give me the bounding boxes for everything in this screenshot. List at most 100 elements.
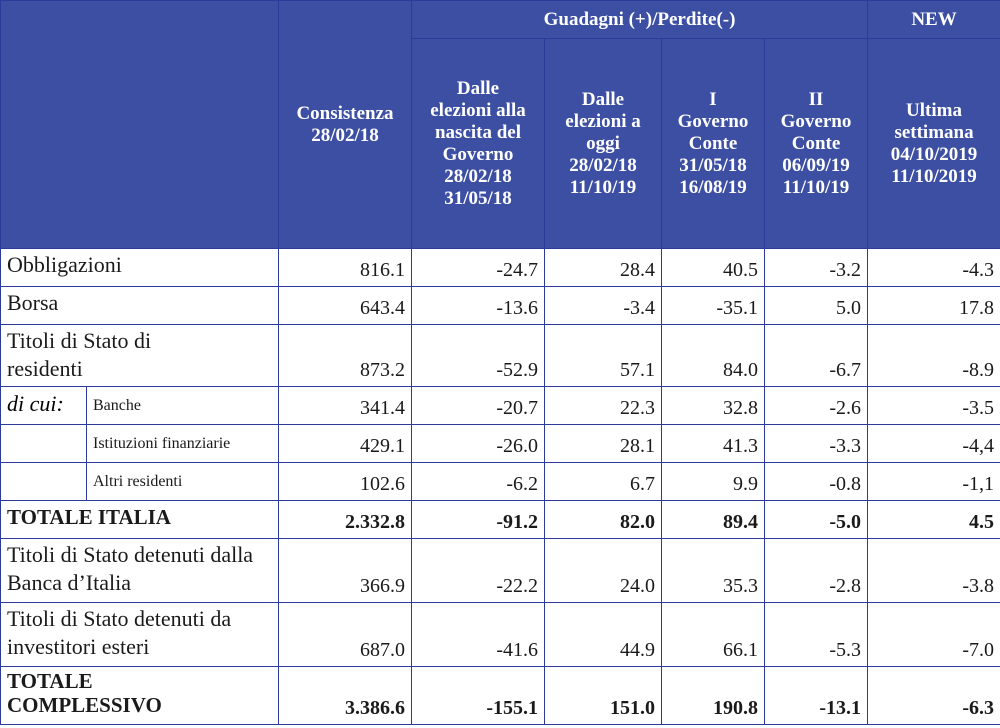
cell-value: -7.0 [867,602,1000,667]
cell-value: -6.7 [763,324,869,387]
header-line: Consistenza [296,102,394,124]
header-group-gains: Guadagni (+)/Perdite(-) [410,0,869,39]
row-label: Istituzioni finanziarie [86,424,279,463]
row-label: Titoli di Stato detenuti da investitori … [0,602,279,667]
header-line: I [709,88,717,110]
cell-value: 643.4 [278,286,412,325]
cell-value: 3.386.6 [278,666,412,725]
header-line: Governo [677,110,749,132]
cell-value: 6.7 [544,462,662,501]
cell-value: -155.1 [411,666,545,725]
table-row: Obbligazioni 816.1 -24.7 28.4 40.5 -3.2 … [0,248,1000,287]
header-line: 11/10/2019 [891,165,977,187]
table-row: Istituzioni finanziarie 429.1 -26.0 28.1… [0,424,1000,463]
cell-value: 28.1 [544,424,662,463]
cell-value: 102.6 [278,462,412,501]
cell-value: 341.4 [278,386,412,425]
row-prefix-empty [0,462,87,501]
header-line: 04/10/2019 [890,143,978,165]
cell-value: -3.8 [867,538,1000,603]
cell-value: 57.1 [544,324,662,387]
row-label: Titoli di Stato detenuti dalla Banca d’I… [0,538,279,603]
table-row: Titoli di Stato di residenti 873.2 -52.9… [0,324,1000,387]
header-corner [0,0,279,249]
cell-value: -3.5 [867,386,1000,425]
cell-value: 873.2 [278,324,412,387]
header-line: Ultima [906,99,962,121]
cell-value: 2.332.8 [278,500,412,539]
cell-value: -3.4 [544,286,662,325]
cell-value: -5.0 [763,500,869,539]
header-line: 11/10/19 [569,176,637,198]
cell-value: 429.1 [278,424,412,463]
cell-value: 32.8 [661,386,765,425]
cell-value: 5.0 [763,286,869,325]
cell-value: 4.5 [867,500,1000,539]
cell-value: -26.0 [411,424,545,463]
cell-value: 28.4 [544,248,662,287]
cell-value: -3.2 [763,248,869,287]
cell-value: 9.9 [661,462,765,501]
header-col-elezioni-nascita: Dalle elezioni alla nascita del Governo 28/0… [411,38,545,249]
cell-value: 816.1 [278,248,412,287]
cell-value: -2.8 [763,538,869,603]
cell-value: 687.0 [278,602,412,667]
row-label: Altri residenti [86,462,279,501]
header-col-governo-conte-2: II Governo Conte 06/09/19 11/10/19 [763,38,869,249]
cell-value: 17.8 [867,286,1000,325]
row-prefix-empty [0,424,87,463]
header-line: Conte [688,132,738,154]
cell-value: -5.3 [763,602,869,667]
header-line: 16/08/19 [679,176,747,198]
header-group-new: NEW [867,0,1000,39]
row-label: TOTALE COMPLESSIVO [0,666,279,725]
cell-value: 22.3 [544,386,662,425]
row-label: Obbligazioni [0,248,279,287]
cell-value: -0.8 [763,462,869,501]
table-row: Titoli di Stato detenuti da investitori … [0,602,1000,667]
header-line: 28/02/18 [444,165,512,187]
header-line: II [808,88,824,110]
row-label: Borsa [0,286,279,325]
header-line: 31/05/18 [444,187,512,209]
cell-value: -4,4 [867,424,1000,463]
cell-value: -41.6 [411,602,545,667]
table-row-total: TOTALE ITALIA 2.332.8 -91.2 82.0 89.4 -5… [0,500,1000,539]
cell-value: 41.3 [661,424,765,463]
cell-value: -13.6 [411,286,545,325]
header-line: 11/10/19 [782,176,850,198]
table-row: di cui: Banche 341.4 -20.7 22.3 32.8 -2.… [0,386,1000,425]
header-line: Conte [791,132,841,154]
header-line: 06/09/19 [782,154,850,176]
header-line: nascita del [434,121,522,143]
cell-value: -4.3 [867,248,1000,287]
cell-value: -24.7 [411,248,545,287]
cell-value: -13.1 [763,666,869,725]
cell-value: 24.0 [544,538,662,603]
cell-value: 190.8 [661,666,765,725]
cell-value: -8.9 [867,324,1000,387]
header-line: 28/02/18 [569,154,637,176]
cell-value: -3.3 [763,424,869,463]
cell-value: 40.5 [661,248,765,287]
cell-value: 35.3 [661,538,765,603]
cell-value: -1,1 [867,462,1000,501]
cell-value: -22.2 [411,538,545,603]
header-line: Governo [442,143,514,165]
cell-value: 151.0 [544,666,662,725]
cell-value: 82.0 [544,500,662,539]
row-label: Banche [86,386,279,425]
cell-value: 366.9 [278,538,412,603]
header-line: oggi [586,132,620,154]
header-line: 28/02/18 [311,124,379,146]
cell-value: 84.0 [661,324,765,387]
cell-value: -52.9 [411,324,545,387]
table-row: Altri residenti 102.6 -6.2 6.7 9.9 -0.8 … [0,462,1000,501]
row-label: TOTALE ITALIA [0,500,279,539]
header-line: Dalle [456,77,500,99]
row-prefix: di cui: [0,386,87,425]
cell-value: -20.7 [411,386,545,425]
table-row: Borsa 643.4 -13.6 -3.4 -35.1 5.0 17.8 [0,286,1000,325]
header-line: Governo [780,110,852,132]
